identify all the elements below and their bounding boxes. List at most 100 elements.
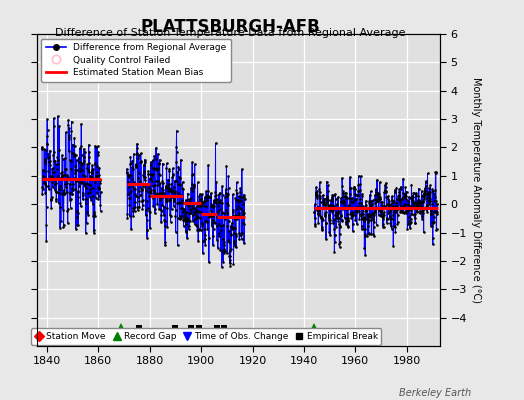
Point <box>41 190 49 196</box>
Point <box>53 175 61 181</box>
Point <box>38 184 47 190</box>
Point <box>67 165 75 172</box>
Point <box>71 170 80 176</box>
Point <box>48 179 56 185</box>
Point <box>147 165 156 171</box>
Point <box>314 204 322 210</box>
Point <box>204 162 212 168</box>
Point <box>394 206 402 212</box>
Point <box>325 212 333 218</box>
Point <box>367 217 375 224</box>
Point <box>200 203 208 209</box>
Point <box>422 183 430 189</box>
Point <box>190 182 198 188</box>
Point <box>173 214 182 221</box>
Point <box>357 226 366 232</box>
Point <box>157 212 166 218</box>
Point <box>310 215 319 221</box>
Point <box>164 184 172 190</box>
Point <box>130 191 139 197</box>
Point <box>139 174 148 180</box>
Point <box>315 186 323 192</box>
Point <box>363 232 372 239</box>
Point <box>328 194 336 200</box>
Y-axis label: Monthly Temperature Anomaly Difference (°C): Monthly Temperature Anomaly Difference (… <box>471 77 481 303</box>
Point <box>134 175 143 181</box>
Point <box>343 216 351 223</box>
Point <box>198 220 206 227</box>
Point <box>387 222 395 229</box>
Point <box>402 207 411 214</box>
Point <box>425 192 434 198</box>
Point <box>48 165 56 172</box>
Point <box>219 222 227 229</box>
Point <box>233 206 242 212</box>
Point <box>209 217 217 223</box>
Point <box>194 238 202 244</box>
Point <box>218 210 226 216</box>
Point <box>406 220 414 226</box>
Point <box>51 180 60 187</box>
Point <box>354 192 362 198</box>
Point <box>63 172 71 178</box>
Point <box>191 222 200 228</box>
Point <box>201 232 210 238</box>
Point <box>240 240 248 246</box>
Point <box>63 220 72 226</box>
Point <box>364 218 373 225</box>
Point <box>59 190 68 196</box>
Point <box>149 195 158 201</box>
Point <box>371 196 379 202</box>
Point <box>339 188 347 194</box>
Point <box>67 128 75 134</box>
Point <box>416 210 424 216</box>
Point <box>89 213 97 220</box>
Point <box>400 209 408 216</box>
Point <box>385 198 394 204</box>
Point <box>339 190 347 196</box>
Point <box>381 189 389 195</box>
Point <box>77 203 85 210</box>
Point <box>425 185 433 191</box>
Point <box>365 216 373 223</box>
Point <box>146 225 154 232</box>
Point <box>349 221 357 227</box>
Point <box>220 209 228 216</box>
Point <box>410 215 419 221</box>
Point <box>411 220 419 226</box>
Point <box>325 206 334 213</box>
Point <box>94 149 102 156</box>
Point <box>53 113 62 119</box>
Point <box>161 242 169 248</box>
Point <box>210 197 218 204</box>
Point <box>123 166 131 172</box>
Point <box>402 209 410 216</box>
Point <box>417 199 425 206</box>
Point <box>412 199 420 206</box>
Point <box>420 193 429 200</box>
Point <box>202 188 210 194</box>
Point <box>85 154 93 160</box>
Point <box>335 244 344 250</box>
Point <box>333 210 342 216</box>
Point <box>357 223 366 230</box>
Point <box>225 260 234 266</box>
Point <box>49 183 57 190</box>
Point <box>138 206 147 212</box>
Point <box>405 218 413 224</box>
Point <box>50 176 59 183</box>
Point <box>42 140 51 147</box>
Point <box>138 187 146 193</box>
Point <box>238 166 246 172</box>
Point <box>385 202 393 208</box>
Point <box>153 201 161 207</box>
Point <box>126 189 134 196</box>
Point <box>203 193 212 200</box>
Point <box>391 224 399 230</box>
Point <box>188 181 196 188</box>
Point <box>354 182 363 188</box>
Point <box>405 193 413 200</box>
Point <box>313 188 321 194</box>
Point <box>144 181 152 187</box>
Point <box>239 194 248 200</box>
